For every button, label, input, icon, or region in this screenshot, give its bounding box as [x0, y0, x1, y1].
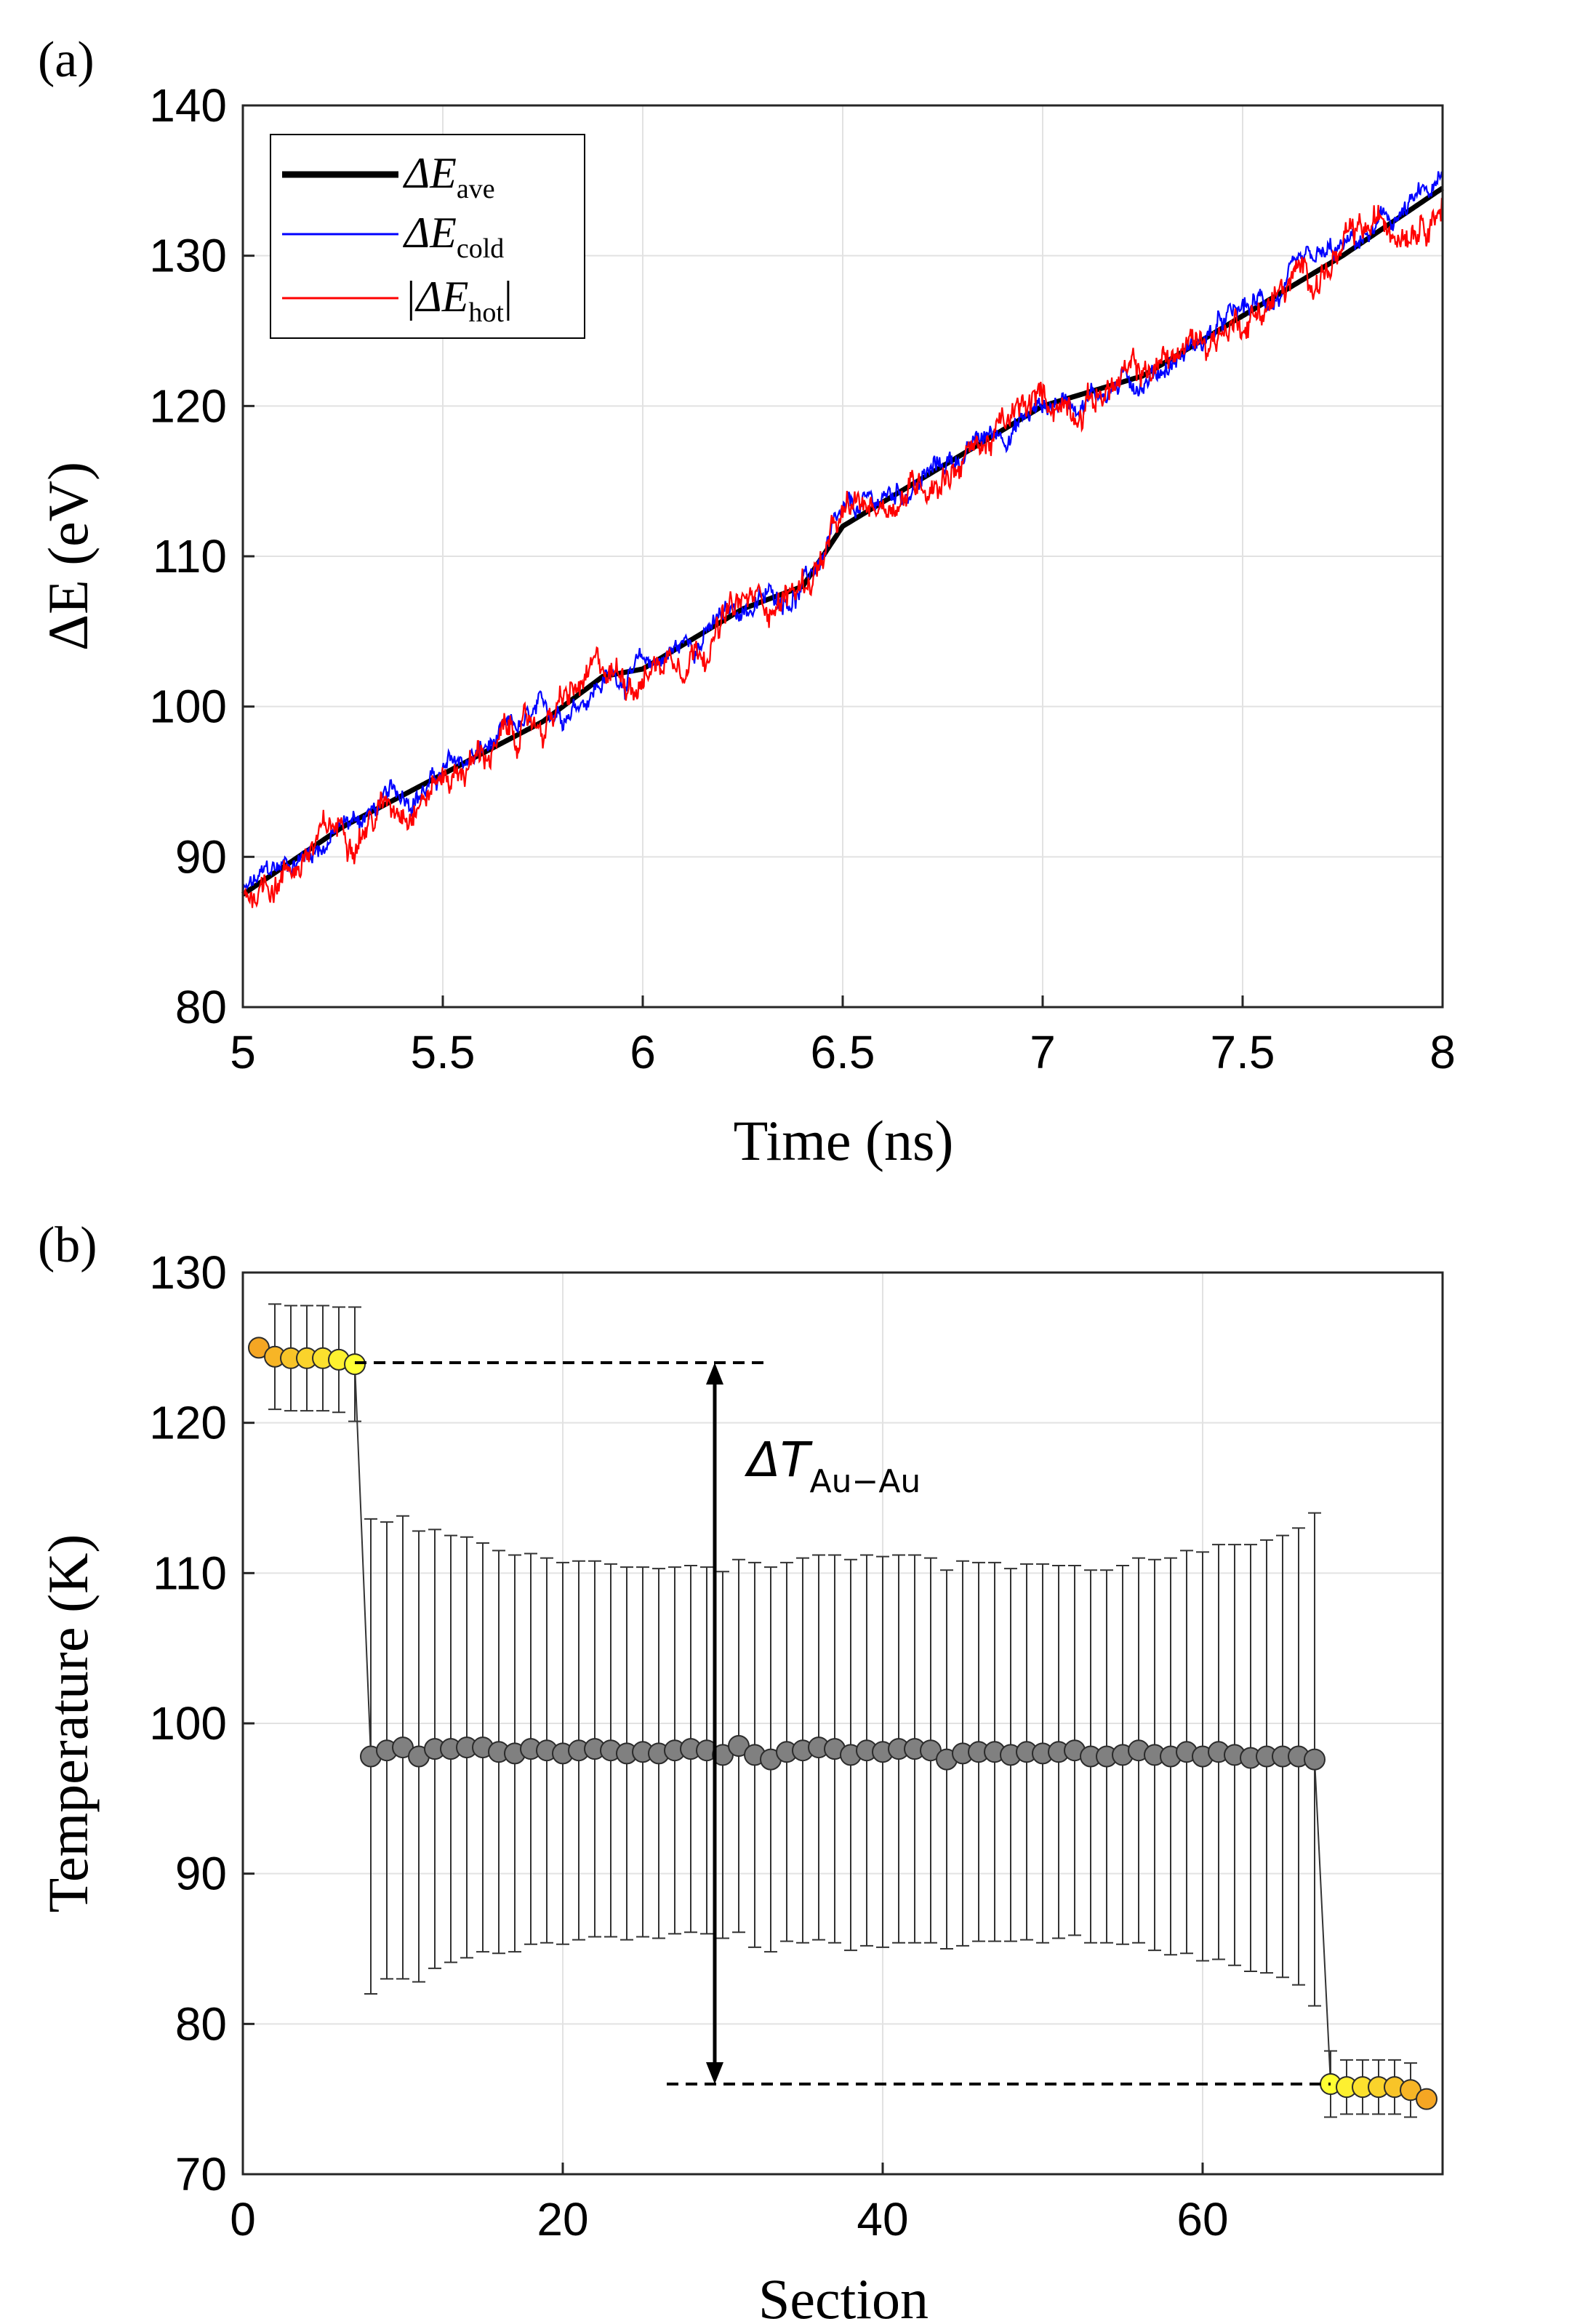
a-xtick-label: 5.5 — [411, 1026, 476, 1078]
chart-a-legend: ΔEave ΔEcold |ΔEhot| — [270, 134, 585, 339]
b-ytick-label: 110 — [153, 1547, 227, 1599]
chart-a-xlabel: Time (ns) — [734, 1109, 954, 1172]
a-ytick-label: 80 — [175, 981, 227, 1033]
chart-b-grid — [242, 1272, 1443, 2175]
legend-cold-symbol: ΔE — [403, 209, 457, 257]
a-ytick-label: 90 — [175, 830, 227, 883]
series-hot-line — [241, 197, 1443, 908]
delta-t-symbol: ΔT — [744, 1432, 813, 1488]
chart-b-ylabel: Temperature (K) — [36, 1534, 100, 1913]
b-xtick-label: 60 — [1176, 2193, 1228, 2245]
chart-b-series — [248, 1303, 1437, 2118]
cold-bath-point — [1416, 2088, 1437, 2110]
delta-t-label: ΔTAu−Au — [744, 1432, 921, 1500]
chart-a-ticks: 5 5.5 6 6.5 7 7.5 8 80 90 100 110 120 130 140 — [149, 79, 1456, 1078]
b-ytick-label: 80 — [175, 1998, 227, 2050]
delta-t-subscript: Au−Au — [809, 1463, 921, 1500]
a-ytick-label: 140 — [149, 79, 227, 132]
legend-entry-hot: |ΔEhot| — [404, 273, 513, 328]
a-xtick-label: 7 — [1030, 1026, 1056, 1078]
b-xtick-label: 0 — [230, 2193, 256, 2245]
a-ytick-label: 120 — [149, 380, 227, 432]
b-ytick-label: 90 — [175, 1848, 227, 1900]
a-ytick-label: 110 — [153, 530, 227, 582]
legend-cold-subscript: cold — [457, 233, 504, 264]
a-xtick-label: 7.5 — [1211, 1026, 1275, 1078]
b-xtick-label: 20 — [537, 2193, 588, 2245]
chart-b-xlabel: Section — [758, 2267, 929, 2324]
b-xtick-label: 40 — [857, 2193, 908, 2245]
chart-a-ylabel: ΔE (eV) — [36, 462, 100, 651]
delta-t-arrowhead-up — [706, 1363, 723, 1385]
delta-t-annotation: ΔTAu−Au — [355, 1361, 1331, 2085]
chart-a-series — [241, 171, 1444, 908]
b-ytick-label: 100 — [149, 1697, 227, 1750]
legend-entry-ave: ΔEave — [403, 149, 495, 204]
panel-b-label: (b) — [38, 1217, 97, 1273]
legend-ave-subscript: ave — [457, 174, 495, 204]
a-xtick-label: 6 — [630, 1026, 656, 1078]
a-xtick-label: 8 — [1429, 1026, 1456, 1078]
legend-hot-suffix: | — [504, 273, 513, 321]
legend-ave-symbol: ΔE — [403, 149, 457, 197]
legend-hot-subscript: hot — [468, 297, 504, 328]
b-ytick-label: 120 — [149, 1397, 227, 1449]
b-ytick-label: 70 — [175, 2148, 227, 2200]
hot-bath-point — [344, 1353, 366, 1376]
a-xtick-label: 5 — [230, 1026, 256, 1078]
b-ytick-label: 130 — [149, 1246, 227, 1299]
a-xtick-label: 6.5 — [811, 1026, 875, 1078]
legend-entry-cold: ΔEcold — [403, 209, 504, 264]
panel-a-label: (a) — [38, 32, 95, 88]
section-point — [1304, 1748, 1326, 1771]
a-ytick-label: 100 — [149, 681, 227, 733]
a-ytick-label: 130 — [149, 230, 227, 282]
delta-t-arrowhead-down — [706, 2062, 723, 2084]
chart-b-ticks: 0 20 40 60 70 80 90 100 110 120 130 — [149, 1246, 1228, 2245]
legend-box — [270, 134, 585, 339]
legend-hot-symbol: |ΔE — [404, 273, 468, 321]
